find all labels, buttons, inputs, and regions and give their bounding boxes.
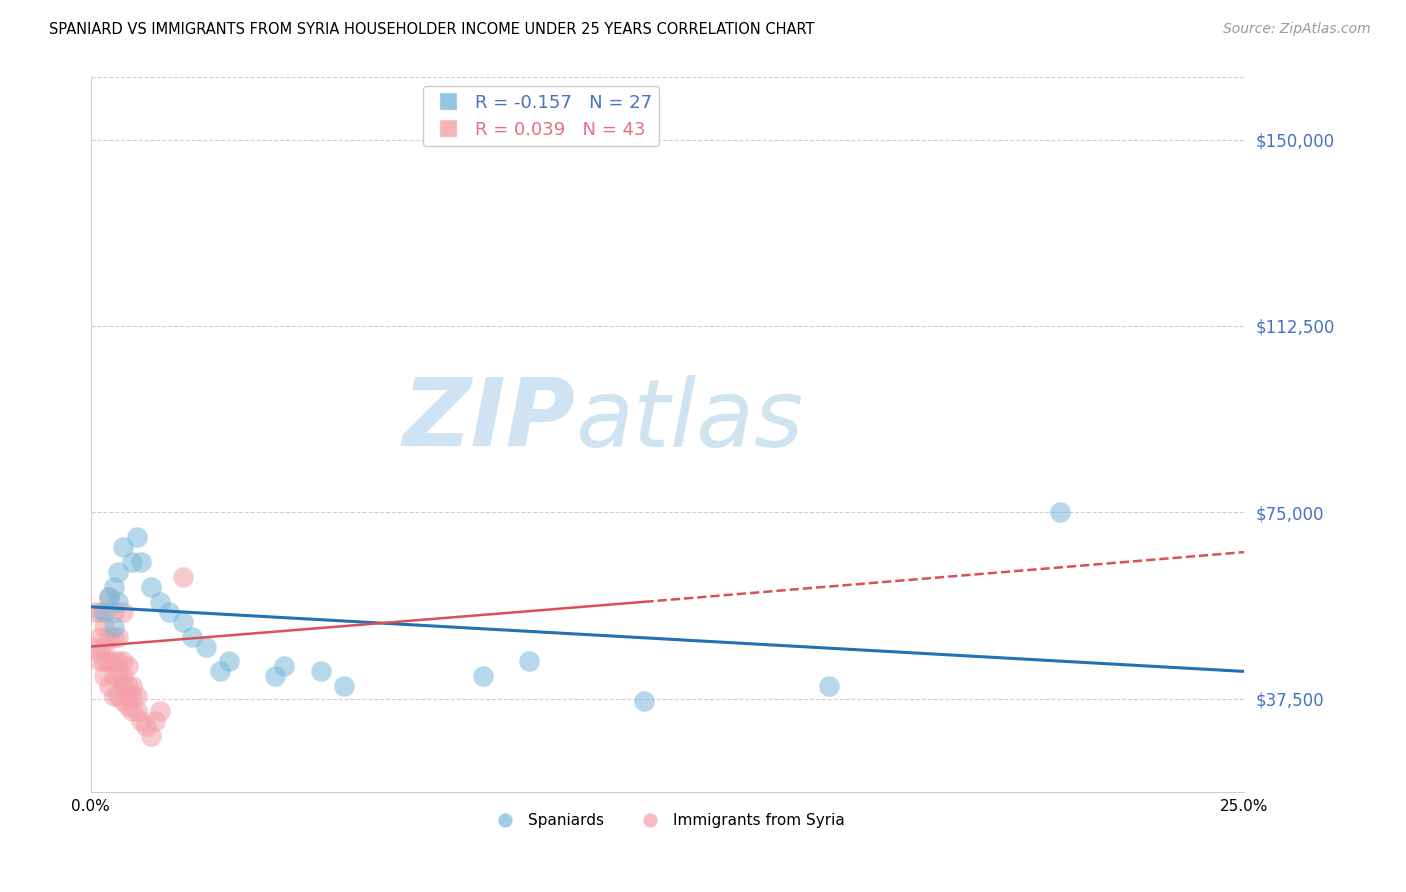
Point — [181, 630, 204, 644]
Point — [121, 690, 143, 704]
Point — [89, 630, 111, 644]
Point — [311, 665, 333, 679]
Text: SPANIARD VS IMMIGRANTS FROM SYRIA HOUSEHOLDER INCOME UNDER 25 YEARS CORRELATION : SPANIARD VS IMMIGRANTS FROM SYRIA HOUSEH… — [49, 22, 814, 37]
Point — [149, 595, 172, 609]
Point — [103, 669, 125, 683]
Point — [172, 570, 194, 584]
Point — [103, 655, 125, 669]
Point — [117, 679, 139, 693]
Point — [1049, 505, 1071, 519]
Text: atlas: atlas — [575, 375, 803, 466]
Point — [84, 640, 107, 654]
Point — [208, 665, 231, 679]
Point — [107, 565, 129, 579]
Point — [103, 690, 125, 704]
Legend: Spaniards, Immigrants from Syria: Spaniards, Immigrants from Syria — [484, 807, 851, 834]
Point — [111, 605, 134, 619]
Point — [157, 605, 180, 619]
Point — [111, 655, 134, 669]
Point — [111, 694, 134, 708]
Point — [89, 644, 111, 658]
Point — [89, 655, 111, 669]
Point — [98, 590, 121, 604]
Point — [121, 704, 143, 718]
Point — [103, 630, 125, 644]
Point — [93, 655, 115, 669]
Point — [125, 704, 148, 718]
Point — [107, 655, 129, 669]
Point — [117, 690, 139, 704]
Point — [633, 694, 655, 708]
Point — [264, 669, 287, 683]
Point — [149, 704, 172, 718]
Text: Source: ZipAtlas.com: Source: ZipAtlas.com — [1223, 22, 1371, 37]
Point — [84, 605, 107, 619]
Point — [139, 729, 162, 743]
Point — [111, 540, 134, 554]
Point — [107, 630, 129, 644]
Point — [93, 669, 115, 683]
Point — [333, 679, 356, 693]
Point — [107, 690, 129, 704]
Point — [131, 555, 153, 569]
Point — [98, 590, 121, 604]
Point — [121, 555, 143, 569]
Point — [98, 679, 121, 693]
Point — [117, 699, 139, 714]
Point — [517, 655, 540, 669]
Point — [107, 595, 129, 609]
Point — [103, 605, 125, 619]
Point — [93, 620, 115, 634]
Point — [121, 679, 143, 693]
Point — [111, 669, 134, 683]
Point — [93, 640, 115, 654]
Point — [135, 719, 157, 733]
Point — [117, 659, 139, 673]
Point — [89, 605, 111, 619]
Point — [471, 669, 494, 683]
Point — [107, 669, 129, 683]
Point — [98, 655, 121, 669]
Point — [98, 630, 121, 644]
Point — [111, 679, 134, 693]
Point — [218, 655, 240, 669]
Point — [195, 640, 218, 654]
Point — [125, 530, 148, 544]
Point — [818, 679, 841, 693]
Point — [139, 580, 162, 594]
Text: ZIP: ZIP — [402, 375, 575, 467]
Point — [103, 620, 125, 634]
Point — [93, 605, 115, 619]
Point — [273, 659, 295, 673]
Point — [103, 580, 125, 594]
Point — [131, 714, 153, 728]
Point — [125, 690, 148, 704]
Point — [143, 714, 166, 728]
Point — [172, 615, 194, 629]
